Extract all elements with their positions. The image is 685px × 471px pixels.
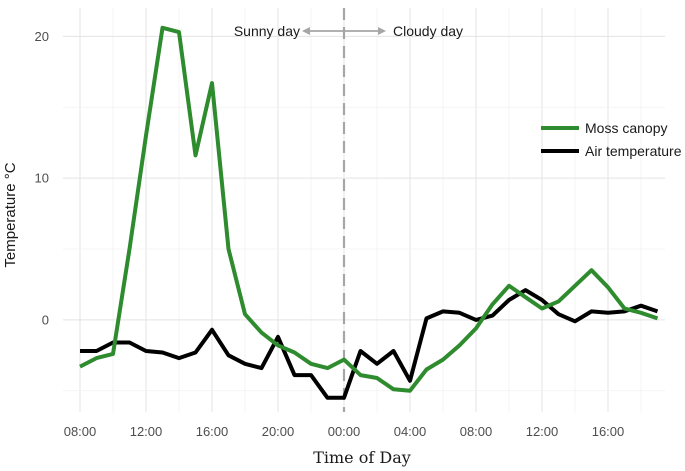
series-line-moss-canopy bbox=[79, 25, 659, 393]
y-tick-label: 10 bbox=[35, 171, 49, 186]
x-tick-label: 12:00 bbox=[130, 424, 163, 439]
arrow-right-head bbox=[378, 27, 386, 35]
x-tick-label: 16:00 bbox=[592, 424, 625, 439]
y-tick-labels: 0 10 20 bbox=[35, 29, 49, 328]
x-tick-label: 08:00 bbox=[460, 424, 493, 439]
x-tick-label: 12:00 bbox=[526, 424, 559, 439]
x-tick-labels: 08:00 12:00 16:00 20:00 00:00 04:00 08:00 12:00… bbox=[64, 424, 625, 439]
y-tick-label: 20 bbox=[35, 29, 49, 44]
y-tick-label: 0 bbox=[42, 312, 49, 327]
arrow-left-head bbox=[302, 27, 310, 35]
x-axis-title: Time of Day bbox=[313, 448, 411, 467]
x-tick-label: 00:00 bbox=[328, 424, 361, 439]
legend-label-moss-canopy: Moss canopy bbox=[585, 120, 667, 136]
plot-panel bbox=[63, 8, 665, 412]
series-line-air-temperature bbox=[80, 288, 659, 400]
x-tick-label: 16:00 bbox=[196, 424, 229, 439]
cloudy-day-label: Cloudy day bbox=[393, 23, 463, 39]
x-tick-label: 08:00 bbox=[64, 424, 97, 439]
series-lines bbox=[79, 25, 659, 400]
legend: Moss canopy Air temperature bbox=[541, 120, 682, 159]
x-tick-label: 04:00 bbox=[394, 424, 427, 439]
sunny-day-label: Sunny day bbox=[234, 23, 300, 39]
x-tick-label: 20:00 bbox=[262, 424, 295, 439]
legend-label-air-temperature: Air temperature bbox=[585, 143, 682, 159]
grid bbox=[63, 8, 665, 412]
y-axis-title: Temperature °C bbox=[2, 162, 19, 267]
day-divider bbox=[302, 8, 386, 412]
